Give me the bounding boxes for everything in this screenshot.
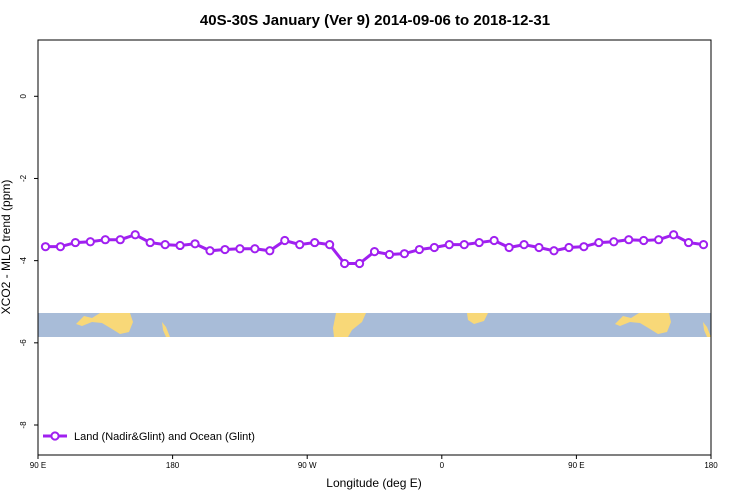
data-point xyxy=(489,235,499,246)
data-point xyxy=(594,237,604,248)
data-point xyxy=(429,242,439,253)
x-tick-label: 180 xyxy=(166,461,180,470)
data-point xyxy=(624,235,634,245)
data-point xyxy=(414,244,424,255)
data-point xyxy=(698,240,709,250)
chart-title: 40S-30S January (Ver 9) 2014-09-06 to 20… xyxy=(200,12,550,29)
data-point xyxy=(339,258,350,269)
x-axis-label: Longitude (deg E) xyxy=(326,476,421,490)
data-point xyxy=(564,242,574,253)
y-axis-label: XCO2 - MLO trend (ppm) xyxy=(0,180,13,315)
data-point xyxy=(220,244,230,255)
y-tick-label: -2 xyxy=(19,174,28,182)
y-tick-label: -4 xyxy=(19,257,28,265)
data-point xyxy=(654,235,664,245)
data-point xyxy=(100,235,110,245)
data-point xyxy=(160,240,170,250)
data-point xyxy=(369,247,380,257)
data-point xyxy=(295,240,305,250)
data-point xyxy=(85,237,95,247)
x-tick-label: 90 E xyxy=(568,461,584,470)
data-point xyxy=(549,246,559,256)
legend-marker xyxy=(50,431,60,441)
y-tick-label: -6 xyxy=(19,339,28,347)
data-point xyxy=(205,246,215,256)
data-point xyxy=(265,246,275,256)
x-tick-label: 90 E xyxy=(30,461,46,470)
data-point xyxy=(70,237,80,248)
data-point xyxy=(639,235,649,246)
data-point xyxy=(669,230,679,240)
data-point xyxy=(55,242,66,252)
x-tick-label: 90 W xyxy=(298,461,317,470)
data-point xyxy=(130,230,140,240)
x-tick-label: 0 xyxy=(440,461,445,470)
data-point xyxy=(280,235,290,246)
data-point xyxy=(115,235,125,245)
data-point xyxy=(504,242,514,253)
y-tick-label: 0 xyxy=(19,94,28,99)
data-point xyxy=(534,242,544,253)
y-tick-label: -8 xyxy=(19,421,28,429)
data-point xyxy=(190,239,200,249)
data-point xyxy=(444,240,454,250)
data-point xyxy=(519,240,529,250)
data-point xyxy=(310,237,320,248)
data-point xyxy=(40,242,51,252)
data-point xyxy=(145,237,155,248)
data-point xyxy=(325,240,335,250)
plot-frame xyxy=(37,39,712,456)
data-point xyxy=(609,237,619,247)
data-point xyxy=(579,242,589,252)
data-point xyxy=(683,237,694,248)
map-strip xyxy=(38,313,711,337)
data-point xyxy=(250,244,260,254)
x-tick-label: 180 xyxy=(704,461,718,470)
data-point xyxy=(354,258,365,269)
data-point xyxy=(384,249,395,260)
data-point xyxy=(459,240,469,250)
data-point xyxy=(399,249,410,259)
data-point xyxy=(175,240,185,251)
data-point xyxy=(474,237,484,248)
legend-label: Land (Nadir&Glint) and Ocean (Glint) xyxy=(74,431,255,443)
data-point xyxy=(235,244,245,254)
